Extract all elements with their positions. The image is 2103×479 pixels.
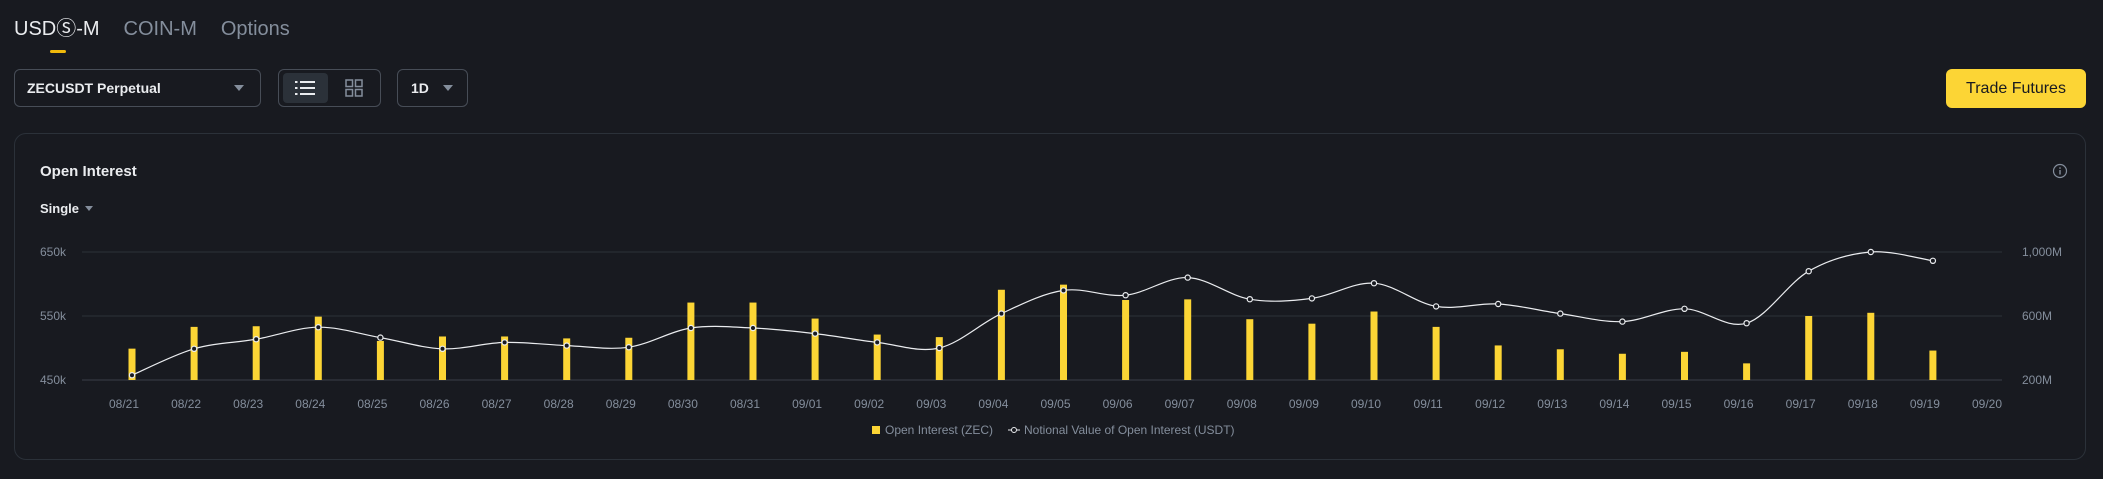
symbol-select-label: ZECUSDT Perpetual bbox=[27, 80, 161, 96]
chart-mode-label: Single bbox=[40, 201, 80, 216]
chart-controls: ZECUSDT Perpetual 1D bbox=[14, 69, 468, 107]
interval-select-label: 1D bbox=[411, 80, 429, 96]
info-icon[interactable] bbox=[2052, 163, 2068, 179]
grid-view-button[interactable] bbox=[332, 73, 377, 103]
tab-usds-m[interactable]: USDⓈ-M bbox=[14, 12, 100, 53]
tab-options[interactable]: Options bbox=[220, 18, 290, 40]
view-mode-toggle bbox=[278, 69, 381, 107]
trade-futures-button[interactable]: Trade Futures bbox=[1946, 69, 2086, 108]
chart-mode-select[interactable]: Single bbox=[40, 201, 94, 216]
market-tabs: USDⓈ-M COIN-M Options bbox=[14, 12, 290, 53]
caret-down-icon bbox=[443, 85, 453, 91]
list-icon bbox=[295, 81, 316, 95]
panel-title: Open Interest bbox=[40, 163, 137, 180]
grid-icon bbox=[345, 79, 363, 97]
caret-down-icon bbox=[85, 206, 94, 211]
caret-down-icon bbox=[234, 85, 244, 91]
interval-select[interactable]: 1D bbox=[397, 69, 468, 107]
open-interest-panel: Open Interest Single bbox=[14, 133, 2086, 460]
symbol-select[interactable]: ZECUSDT Perpetual bbox=[14, 69, 261, 107]
tab-coin-m[interactable]: COIN-M bbox=[123, 18, 197, 40]
list-view-button[interactable] bbox=[283, 73, 328, 103]
